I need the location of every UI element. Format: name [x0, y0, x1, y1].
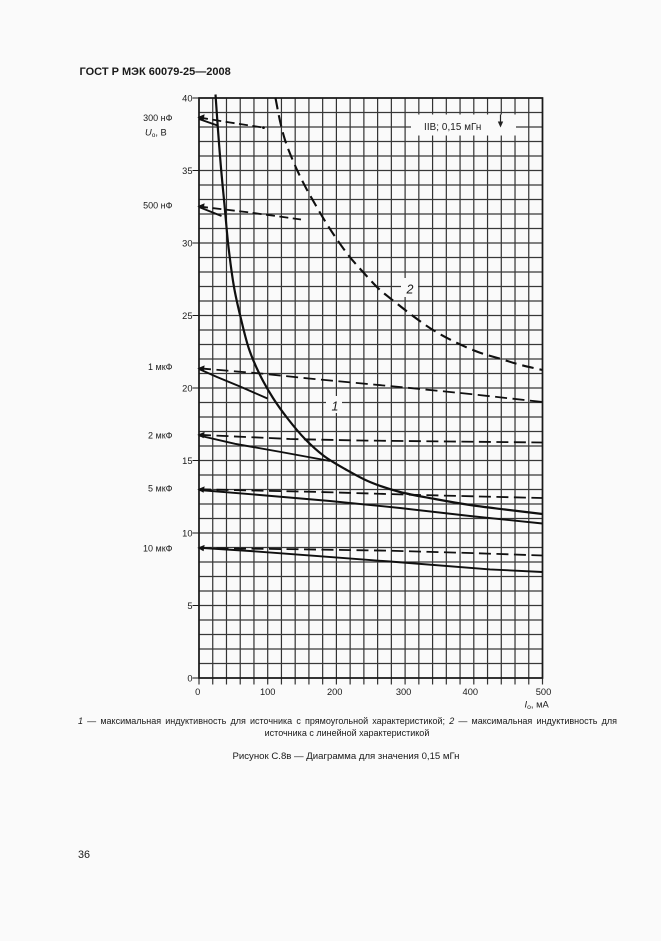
svg-text:Uо, В: Uо, В — [145, 127, 167, 139]
svg-text:300 нФ: 300 нФ — [143, 113, 172, 123]
svg-text:10 мкФ: 10 мкФ — [143, 543, 173, 553]
svg-text:400: 400 — [463, 687, 479, 697]
svg-text:1 мкФ: 1 мкФ — [148, 362, 173, 372]
svg-text:Iо, мА: Iо, мА — [525, 698, 550, 711]
svg-text:0: 0 — [187, 673, 192, 683]
svg-text:40: 40 — [182, 93, 192, 103]
svg-text:30: 30 — [182, 238, 192, 248]
svg-text:20: 20 — [182, 383, 192, 393]
svg-text:500 нФ: 500 нФ — [143, 201, 172, 211]
svg-text:35: 35 — [182, 166, 192, 176]
svg-text:200: 200 — [327, 687, 343, 697]
svg-text:300: 300 — [396, 687, 412, 697]
svg-text:25: 25 — [182, 311, 192, 321]
svg-text:15: 15 — [182, 456, 192, 466]
svg-text:500: 500 — [536, 687, 552, 697]
svg-text:0: 0 — [195, 687, 200, 697]
svg-text:5 мкФ: 5 мкФ — [148, 484, 173, 494]
svg-text:100: 100 — [260, 687, 276, 697]
svg-text:2 мкФ: 2 мкФ — [148, 430, 173, 440]
svg-text:2: 2 — [406, 283, 414, 297]
svg-text:IIB; 0,15 мГн: IIB; 0,15 мГн — [424, 122, 481, 133]
svg-text:5: 5 — [187, 601, 192, 611]
svg-text:10: 10 — [182, 528, 192, 538]
svg-text:1: 1 — [332, 399, 339, 413]
